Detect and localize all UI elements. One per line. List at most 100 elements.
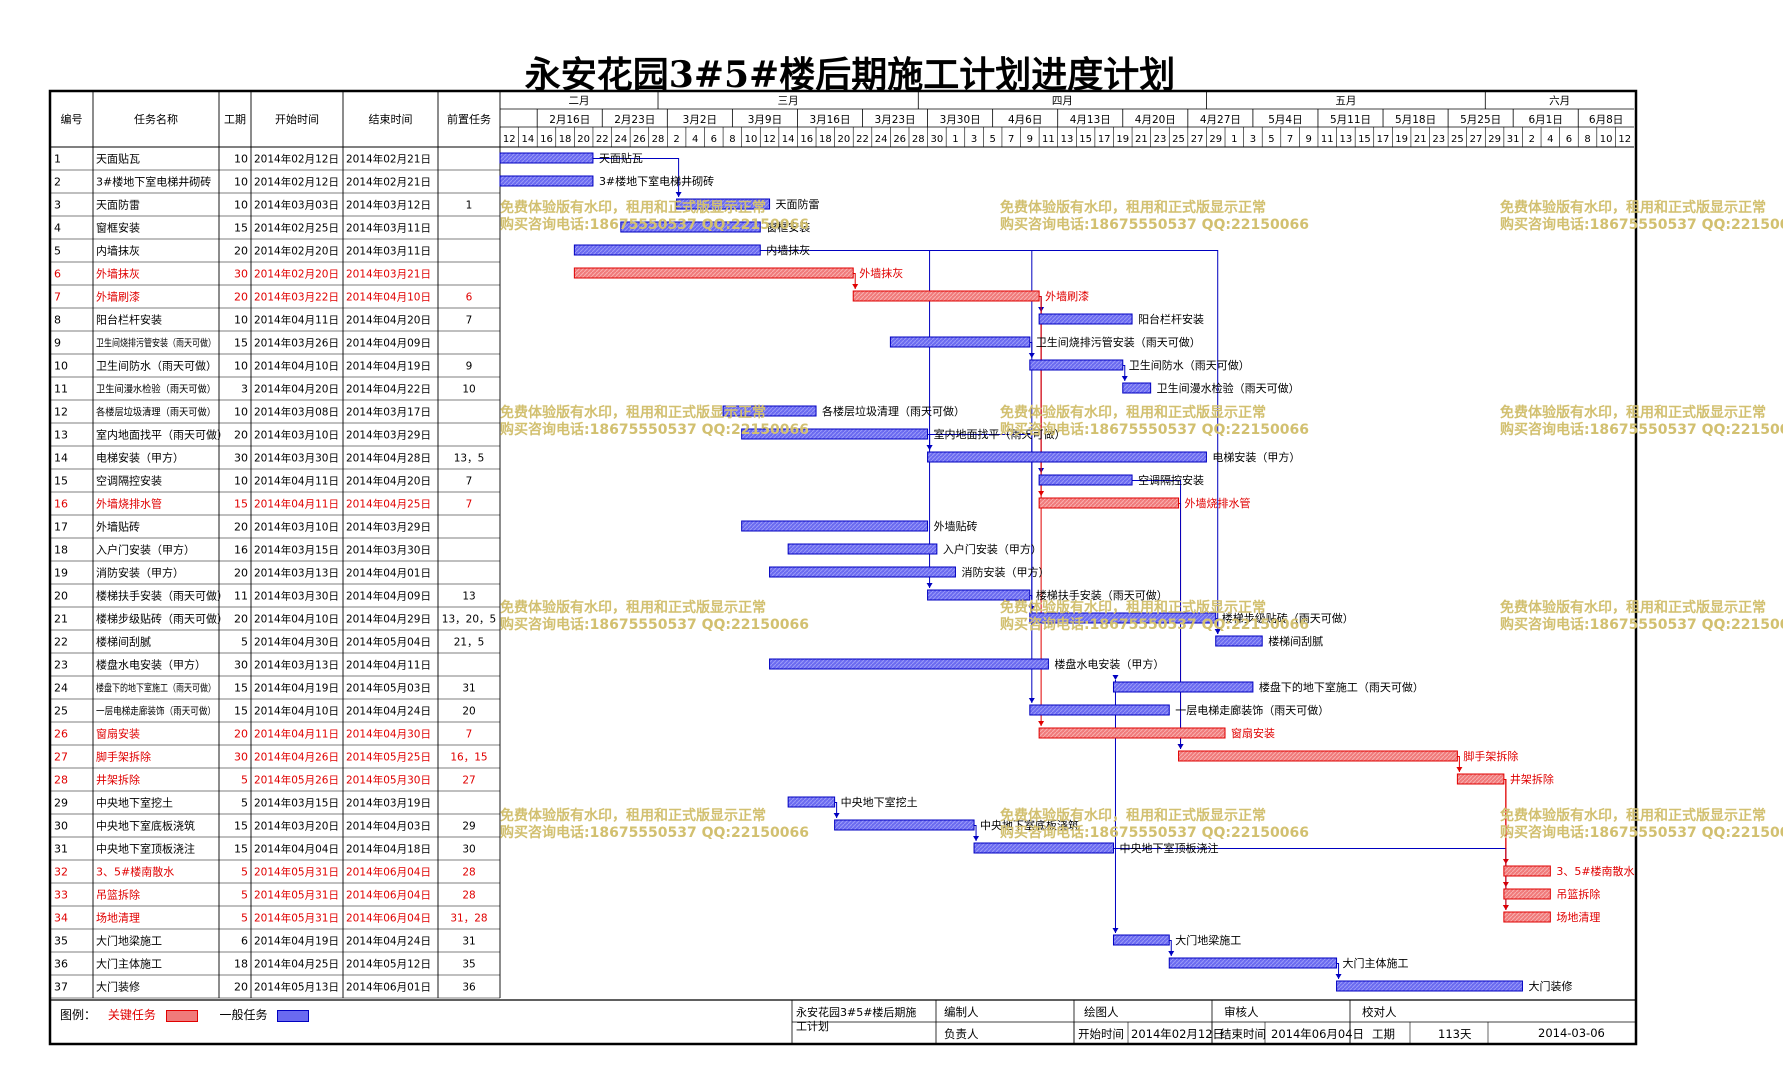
task-bar (1503, 911, 1551, 923)
task-end: 2014年04月03日 (346, 820, 431, 833)
task-duration: 10 (234, 199, 248, 212)
task-duration: 15 (234, 222, 248, 235)
day-label: 22 (856, 134, 869, 145)
dependency-link (592, 158, 680, 197)
task-name: 中央地下室底板浇筑 (96, 819, 195, 833)
bar-label: 天面防雷 (776, 197, 820, 211)
task-duration: 10 (234, 360, 248, 373)
dependency-arrow (1335, 974, 1342, 979)
header-start: 开始时间 (275, 112, 319, 126)
task-start: 2014年02月12日 (254, 153, 339, 166)
day-label: 2 (673, 134, 679, 145)
task-bar (1336, 980, 1523, 992)
watermark-line1: 免费体验版有水印，租用和正式版显示正常 (1500, 200, 1766, 216)
watermark-text: 免费体验版有水印，租用和正式版显示正常 购买咨询电话:18675550537 QQ… (1500, 200, 1783, 234)
task-end: 2014年04月18日 (346, 843, 431, 856)
task-end: 2014年04月30日 (346, 728, 431, 741)
task-start: 2014年05月31日 (254, 889, 339, 902)
week-label: 3月16日 (809, 114, 850, 126)
dependency-link (1113, 848, 1116, 933)
watermark-text: 免费体验版有水印，租用和正式版显示正常 购买咨询电话:18675550537 QQ… (500, 600, 809, 634)
footer-drafter: 绘图人 (1084, 1005, 1119, 1019)
watermark-line1: 免费体验版有水印，租用和正式版显示正常 (500, 808, 766, 824)
footer-start: 2014年02月12日 (1131, 1027, 1225, 1041)
day-label: 18 (819, 134, 832, 145)
task-start: 2014年03月03日 (254, 199, 339, 212)
day-label: 9 (1027, 134, 1033, 145)
task-id: 9 (54, 337, 61, 350)
week-label: 6月1日 (1529, 114, 1563, 126)
day-label: 21 (1135, 134, 1148, 145)
task-name: 3、5#楼南散水 (96, 865, 174, 879)
task-id: 18 (54, 544, 68, 557)
watermark-line1: 免费体验版有水印，租用和正式版显示正常 (1500, 808, 1766, 824)
task-id: 23 (54, 659, 68, 672)
day-label: 7 (1008, 134, 1014, 145)
task-name: 楼梯步级贴砖（雨天可做） (96, 612, 228, 626)
task-id: 14 (54, 452, 68, 465)
watermark-line1: 免费体验版有水印，租用和正式版显示正常 (500, 405, 766, 421)
week-label: 4月27日 (1200, 114, 1241, 126)
task-duration: 20 (234, 613, 248, 626)
task-start: 2014年02月20日 (254, 268, 339, 281)
task-start: 2014年02月25日 (254, 222, 339, 235)
page-title: 永安花园3#5#楼后期施工计划进度计划 (524, 54, 1176, 96)
task-duration: 11 (234, 590, 248, 603)
task-duration: 5 (241, 797, 248, 810)
task-start: 2014年03月15日 (254, 797, 339, 810)
dependency-link (1039, 296, 1042, 726)
dependency-link (974, 825, 977, 841)
bar-label: 大门装修 (1528, 979, 1572, 993)
task-duration: 10 (234, 176, 248, 189)
task-duration: 5 (241, 912, 248, 925)
task-end: 2014年04月20日 (346, 475, 431, 488)
task-start: 2014年03月26日 (254, 337, 339, 350)
day-label: 26 (633, 134, 646, 145)
day-label: 30 (931, 134, 944, 145)
bar-label: 吊篮拆除 (1556, 887, 1600, 901)
task-id: 25 (54, 705, 68, 718)
task-end: 2014年02月21日 (346, 153, 431, 166)
task-id: 5 (54, 245, 61, 258)
task-predecessors: 28 (462, 890, 475, 902)
task-predecessors: 31，28 (450, 913, 487, 925)
task-bar (1168, 957, 1338, 969)
bar-label: 各楼层垃圾清理（雨天可做） (822, 404, 965, 418)
task-predecessors: 31 (462, 683, 475, 695)
task-start: 2014年04月11日 (254, 314, 339, 327)
bar-label: 场地清理 (1556, 910, 1600, 924)
task-duration: 20 (234, 291, 248, 304)
footer-project: 永安花园3#5#楼后期施工计划 (796, 1006, 917, 1033)
watermark-line2: 购买咨询电话:18675550537 QQ:22150066 (1500, 422, 1783, 438)
dependency-arrow (1121, 376, 1128, 381)
watermark-text: 免费体验版有水印，租用和正式版显示正常 购买咨询电话:18675550537 QQ… (1000, 405, 1309, 439)
watermark-text: 免费体验版有水印，租用和正式版显示正常 购买咨询电话:18675550537 QQ… (500, 405, 809, 439)
day-label: 29 (1488, 134, 1501, 145)
task-bar (1038, 474, 1133, 486)
task-id: 34 (54, 912, 68, 925)
task-duration: 30 (234, 268, 248, 281)
task-start: 2014年04月26日 (254, 751, 339, 764)
bar-label: 天面贴瓦 (599, 151, 643, 165)
dependency-arrow (1502, 905, 1509, 910)
task-bar (1038, 727, 1226, 739)
day-label: 8 (1584, 134, 1590, 145)
task-bar (1178, 750, 1458, 762)
task-end: 2014年05月03日 (346, 682, 431, 695)
bar-label: 卫生间防水（雨天可做） (1129, 358, 1250, 372)
task-end: 2014年03月12日 (346, 199, 431, 212)
footer-end-label: 结束时间 (1220, 1027, 1266, 1041)
task-start: 2014年04月10日 (254, 360, 339, 373)
task-duration: 5 (241, 774, 248, 787)
dependency-arrow (1214, 629, 1221, 634)
day-label: 7 (1287, 134, 1293, 145)
task-end: 2014年04月22日 (346, 383, 431, 396)
task-id: 27 (54, 751, 68, 764)
task-predecessors: 28 (462, 867, 475, 879)
day-label: 14 (522, 134, 535, 145)
task-start: 2014年03月13日 (254, 659, 339, 672)
month-label: 二月 (569, 95, 590, 107)
header-id: 编号 (61, 112, 83, 126)
watermark-text: 免费体验版有水印，租用和正式版显示正常 购买咨询电话:18675550537 QQ… (500, 200, 809, 234)
task-start: 2014年04月11日 (254, 475, 339, 488)
